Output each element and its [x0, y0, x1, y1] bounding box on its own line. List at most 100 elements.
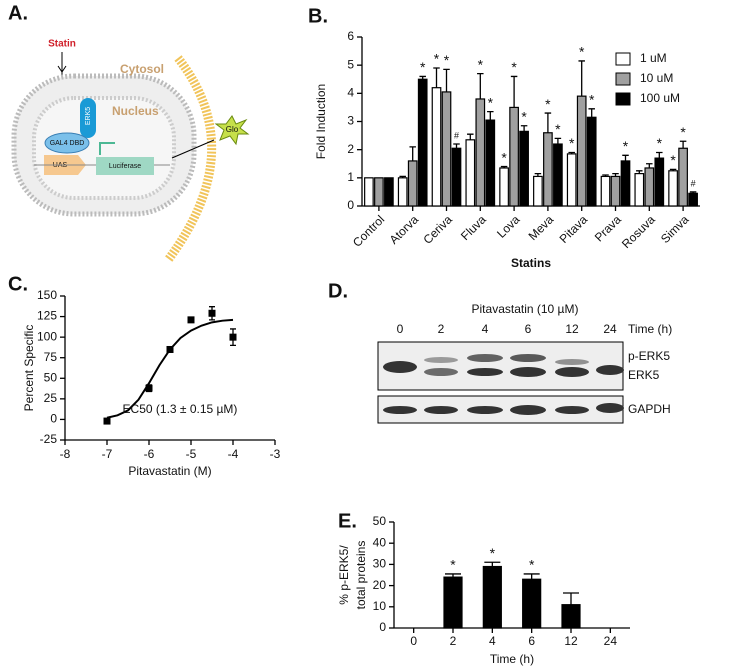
- x-tick-label: 6: [528, 634, 535, 648]
- band: [596, 403, 624, 413]
- x-tick-label: -8: [60, 447, 71, 461]
- error-bar: [689, 191, 697, 194]
- lane-label: 12: [565, 322, 579, 336]
- legend-label: 100 uM: [640, 91, 680, 105]
- band: [510, 367, 546, 377]
- bar: [482, 565, 502, 629]
- bar: [417, 78, 428, 207]
- error-bar: [602, 174, 609, 177]
- glo-label: Glo: [226, 125, 239, 134]
- x-tick-label: -7: [102, 447, 113, 461]
- lane-label: 2: [438, 322, 445, 336]
- x-tick-label: Atorva: [387, 212, 422, 247]
- bar: [543, 132, 553, 207]
- band: [555, 367, 589, 377]
- lane-label: 6: [525, 322, 532, 336]
- panel-d: D. Pitavastatin (10 µM) Time (h) p-ERK5 …: [328, 280, 672, 424]
- band: [383, 406, 417, 414]
- y-tick-label: 20: [373, 578, 387, 592]
- band-label: p-ERK5: [628, 349, 670, 363]
- x-tick-label: -4: [228, 447, 239, 461]
- band: [596, 365, 624, 375]
- significance-mark: *: [623, 138, 629, 154]
- error-bar: [588, 108, 595, 118]
- error-bar: [568, 151, 575, 154]
- error-bar: [612, 172, 619, 177]
- band-label: GAPDH: [628, 402, 671, 416]
- nucleus-label: Nucleus: [112, 104, 159, 118]
- y-axis-label: Fold Induction: [314, 84, 328, 159]
- bar: [522, 578, 542, 629]
- y-tick-label: 6: [347, 29, 354, 43]
- panel-label: A.: [8, 2, 28, 24]
- y-tick-label: 3: [347, 114, 354, 128]
- bar: [678, 147, 688, 207]
- x-tick-label: Control: [350, 212, 387, 249]
- significance-mark: *: [490, 545, 496, 561]
- band: [424, 368, 458, 376]
- significance-mark: *: [420, 59, 426, 75]
- panel-label: D.: [328, 280, 348, 302]
- error-bar: [487, 110, 494, 121]
- error-bar: [443, 68, 450, 92]
- error-bar: [646, 163, 653, 168]
- significance-mark: *: [521, 108, 527, 124]
- bar: [374, 177, 384, 207]
- x-tick-label: Lova: [494, 212, 523, 241]
- band: [467, 354, 503, 362]
- significance-mark: *: [555, 121, 561, 137]
- x-tick-label: 4: [489, 634, 496, 648]
- y-tick-label: 150: [37, 288, 57, 302]
- gal4-label: GAL4 DBD: [50, 140, 85, 147]
- x-tick-label: 24: [604, 634, 618, 648]
- bar: [561, 604, 581, 629]
- band: [383, 361, 417, 373]
- bar: [576, 95, 587, 207]
- y-tick-label: 10: [373, 599, 387, 613]
- point: [166, 345, 174, 353]
- bar: [654, 157, 665, 207]
- bar: [499, 167, 509, 207]
- blot-box: [377, 341, 624, 391]
- cytosol-label: Cytosol: [120, 62, 164, 76]
- error-bar: [679, 140, 687, 149]
- lane-label: 4: [482, 322, 489, 336]
- error-bar: [510, 75, 518, 108]
- legend-label: 10 uM: [640, 71, 673, 85]
- y-tick-label: 1: [347, 170, 354, 184]
- error-bar: [467, 133, 474, 140]
- bar: [451, 147, 462, 207]
- point: [208, 309, 216, 317]
- bar: [688, 192, 698, 207]
- band: [510, 405, 546, 415]
- x-tick-label: -5: [186, 447, 197, 461]
- x-tick-label: Rosuva: [619, 212, 658, 251]
- y-tick-label: 5: [347, 57, 354, 71]
- x-axis-label: Time (h): [490, 652, 534, 666]
- erk5-label: ERK5: [85, 107, 92, 125]
- panel-label: C.: [8, 273, 28, 295]
- lane-label: 24: [603, 322, 617, 336]
- statin-label: Statin: [48, 39, 76, 50]
- treatment-label: Pitavastatin (10 µM): [472, 302, 579, 316]
- y-axis-label: Percent Specific: [22, 325, 36, 412]
- significance-mark: *: [511, 59, 517, 75]
- erk5-shape: [80, 98, 96, 138]
- panel-a: A. Statin Cytosol Nucleus ERK5 GAL4 DBD …: [8, 2, 250, 263]
- gal4-shape: [44, 132, 90, 154]
- error-bar: [445, 573, 461, 578]
- band: [510, 354, 546, 362]
- bar: [441, 91, 452, 207]
- significance-mark: *: [529, 557, 535, 573]
- y-tick-label: 0: [347, 198, 354, 212]
- significance-mark: *: [501, 149, 507, 165]
- error-bar: [409, 146, 416, 161]
- legend-swatch: [615, 92, 631, 106]
- luciferase-shape: [96, 157, 154, 175]
- y-tick-label: 2: [347, 142, 354, 156]
- bar: [443, 576, 463, 629]
- y-tick-label: 50: [44, 370, 58, 384]
- x-tick-label: Simva: [658, 212, 692, 246]
- error-bar: [563, 592, 579, 605]
